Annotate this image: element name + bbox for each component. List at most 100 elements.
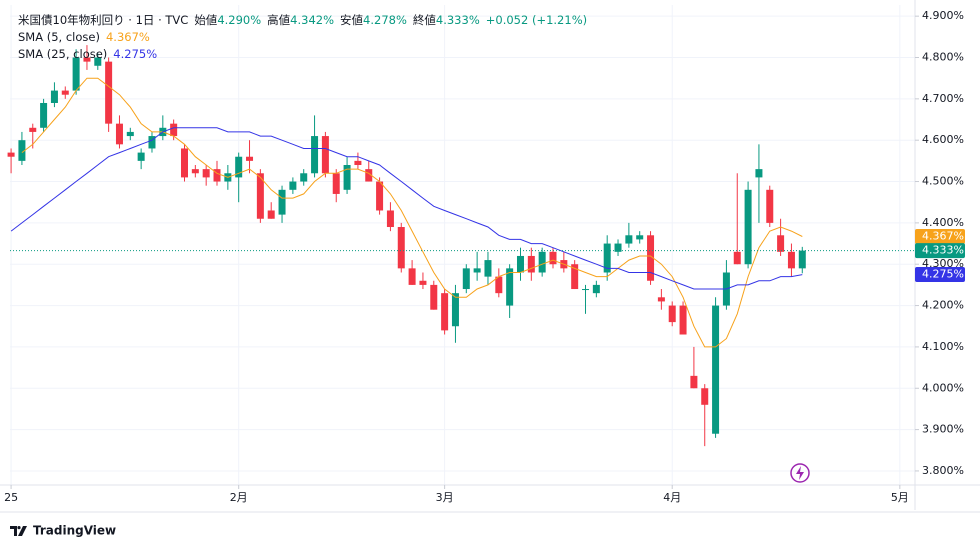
candle-body (766, 189, 774, 223)
price-box-label: 4.367% (922, 230, 964, 243)
field-value: 4.278% (363, 13, 407, 27)
candle-body (170, 123, 178, 137)
y-tick-label: 4.300% (922, 257, 964, 270)
alert-icon[interactable] (790, 463, 810, 483)
grid (10, 5, 915, 485)
sma-name: SMA (25, close) (18, 47, 108, 61)
candle-body (94, 57, 102, 66)
candle-body (647, 235, 655, 281)
candle-body (733, 251, 741, 265)
candle-body (592, 284, 600, 294)
candle-body (343, 165, 351, 190)
candle-body (462, 268, 470, 290)
field-label: 安値 (340, 13, 364, 27)
ohlc-fields: 始値4.290% 高値4.342% 安値4.278% 終値4.333% (188, 13, 479, 27)
sma-value: 4.275% (113, 47, 158, 61)
candle-body (679, 305, 687, 335)
candle-body (105, 61, 113, 124)
candle-body (40, 102, 48, 128)
candle-body (495, 276, 503, 294)
y-tick-label: 3.900% (922, 423, 964, 436)
candle-body (202, 169, 210, 178)
candle-body (419, 280, 427, 285)
alert-circle[interactable] (790, 463, 810, 483)
candle-body (603, 243, 611, 273)
y-tick-label: 4.800% (922, 51, 964, 64)
y-tick-label: 4.000% (922, 381, 964, 394)
sma-value: 4.367% (105, 30, 150, 44)
y-tick-label: 4.900% (922, 9, 964, 22)
header-row: 米国債10年物利回り · 1日 · TVC 始値4.290% 高値4.342% 安値4… (18, 12, 587, 29)
price-box-label: 4.333% (922, 244, 964, 257)
candle-body (50, 90, 58, 103)
candle-body (72, 57, 80, 91)
x-tick-label: 5月 (891, 491, 909, 504)
x-tick-label: 2月 (230, 491, 248, 504)
sma-line (10, 127, 803, 290)
candle-body (571, 264, 579, 290)
symbol: 米国債10年物利回り · 1日 · TVC (18, 13, 189, 27)
candle-body (300, 173, 308, 182)
logo-mark[interactable] (10, 526, 27, 536)
candle-body (267, 210, 275, 219)
candle-body (7, 152, 15, 157)
price-box (915, 267, 965, 283)
candle-body (451, 293, 459, 327)
field-value: 4.342% (290, 13, 335, 27)
candle-body (441, 293, 449, 331)
y-tick-label: 3.800% (922, 464, 964, 477)
y-tick-label: 4.200% (922, 299, 964, 312)
candle-body (83, 57, 91, 62)
price-box (915, 229, 965, 245)
candle-body (701, 388, 709, 405)
logo[interactable]: TradingView (10, 524, 116, 538)
field-value: 4.333% (435, 13, 480, 27)
logo-text[interactable]: TradingView (33, 524, 116, 538)
x-tick-label: 4月 (663, 491, 681, 504)
y-tick-label: 4.100% (922, 340, 964, 353)
candle-body (516, 255, 524, 273)
candle-body (614, 243, 622, 252)
sma-name: SMA (5, close) (18, 30, 100, 44)
candle-body (126, 131, 134, 137)
candle-body (148, 136, 156, 149)
x-tick-label: 25 (4, 491, 18, 504)
candle-body (321, 136, 329, 174)
y-tick-label: 4.500% (922, 175, 964, 188)
candle-body (137, 152, 145, 161)
field-label: 始値 (194, 13, 218, 27)
candle-body (777, 235, 785, 252)
legend: 米国債10年物利回り · 1日 · TVC 始値4.290% 高値4.342% 安値4… (18, 12, 587, 63)
y-tick-label: 4.600% (922, 133, 964, 146)
candle-body (527, 255, 535, 273)
y-tick-label: 4.400% (922, 216, 964, 229)
candle-body (29, 127, 37, 132)
candle-body (180, 148, 188, 178)
candle-body (115, 123, 123, 145)
candle-body (61, 90, 69, 95)
candle-body (473, 268, 481, 273)
candle-body (397, 227, 405, 269)
candle-body (408, 268, 416, 285)
alert-bolt[interactable] (796, 466, 804, 480)
candle-body (549, 251, 557, 265)
candle-body (506, 268, 514, 306)
candle-body (538, 251, 546, 273)
candle-body (191, 169, 199, 174)
field-value: 4.290% (217, 13, 262, 27)
candle-body (354, 160, 362, 165)
candle-body (582, 289, 590, 291)
y-tick-label: 4.700% (922, 92, 964, 105)
candle-body (278, 189, 286, 215)
candle-body (430, 284, 438, 310)
sma25-row: SMA (25, close) 4.275% (18, 46, 587, 63)
candle-body (798, 250, 806, 269)
candle-body (712, 305, 720, 434)
candle-body (484, 260, 492, 277)
candle-body (235, 156, 243, 178)
candle-body (332, 173, 340, 194)
candle-body (376, 181, 384, 211)
candle-body (246, 156, 254, 161)
